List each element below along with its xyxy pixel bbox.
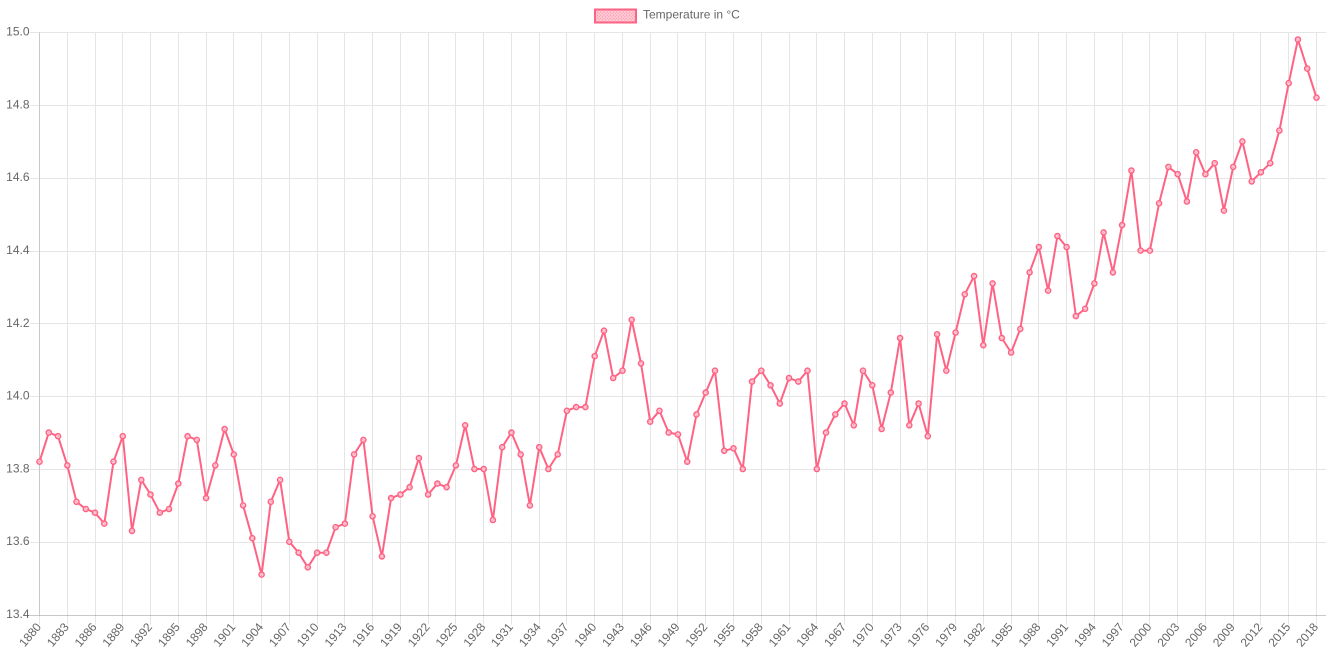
svg-text:13.4: 13.4	[6, 607, 30, 621]
svg-text:13.8: 13.8	[6, 461, 30, 475]
svg-text:14.6: 14.6	[6, 170, 30, 184]
svg-text:14.4: 14.4	[6, 243, 30, 257]
svg-text:Temperature in °C: Temperature in °C	[643, 8, 740, 22]
svg-text:14.8: 14.8	[6, 97, 30, 111]
svg-text:14.2: 14.2	[6, 316, 30, 330]
svg-text:15.0: 15.0	[6, 25, 30, 39]
svg-text:13.6: 13.6	[6, 534, 30, 548]
svg-text:14.0: 14.0	[6, 389, 30, 403]
